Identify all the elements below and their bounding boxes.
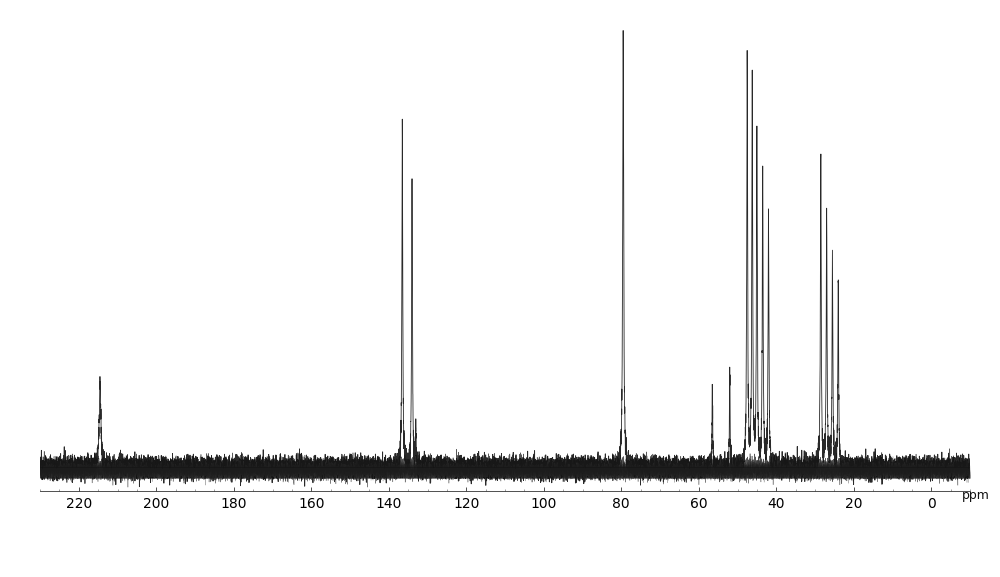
Text: ppm: ppm bbox=[962, 489, 990, 502]
